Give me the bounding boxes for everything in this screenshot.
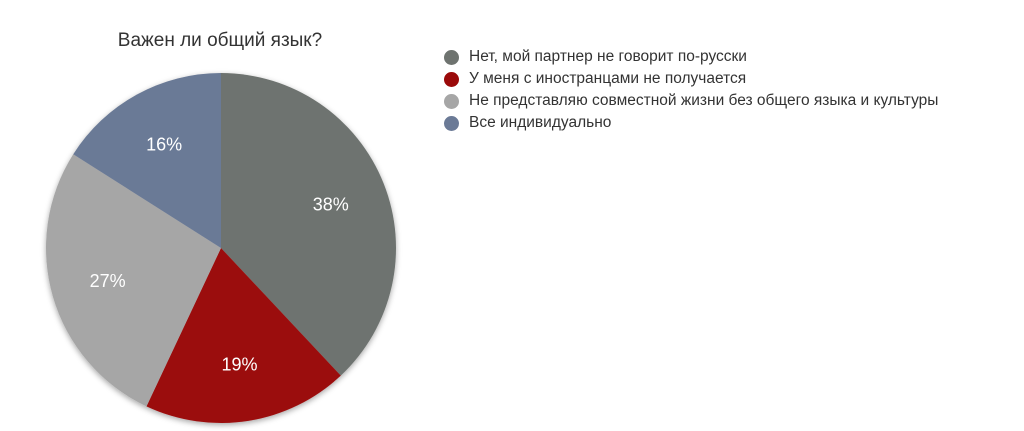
- legend: Нет, мой партнер не говорит по-русски У …: [444, 46, 938, 134]
- legend-label: Нет, мой партнер не говорит по-русски: [469, 48, 747, 65]
- legend-label: Не представляю совместной жизни без обще…: [469, 92, 939, 109]
- pie-slice: [45, 154, 222, 407]
- legend-item: Все индивидуально: [444, 112, 938, 134]
- legend-marker: [444, 93, 459, 109]
- slice-value-label: 27%: [90, 271, 126, 291]
- slice-value-label: 19%: [221, 355, 257, 375]
- legend-label: У меня с иностранцами не получается: [469, 70, 747, 87]
- legend-item: Нет, мой партнер не говорит по-русски: [444, 46, 938, 68]
- legend-marker: [444, 115, 459, 131]
- legend-label: Все индивидуально: [469, 114, 612, 131]
- legend-marker: [444, 49, 459, 65]
- pie-slice: [146, 248, 341, 423]
- slice-value-label: 38%: [313, 195, 349, 215]
- slice-value-label: 16%: [146, 135, 182, 155]
- legend-item: Не представляю совместной жизни без обще…: [444, 90, 938, 112]
- pie-slice: [221, 73, 396, 376]
- legend-marker: [444, 71, 459, 87]
- legend-item: У меня с иностранцами не получается: [444, 68, 938, 90]
- pie-slice: [73, 73, 221, 248]
- chart-title: Важен ли общий язык?: [117, 30, 323, 51]
